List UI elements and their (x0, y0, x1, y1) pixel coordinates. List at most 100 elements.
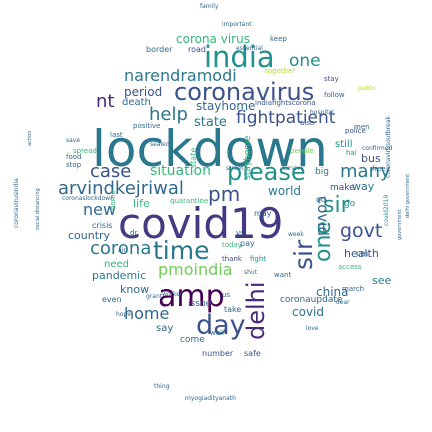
word-love: love (306, 325, 319, 332)
word-may: may (254, 209, 272, 218)
word-dr: dr (130, 229, 138, 237)
word-crisis: crisis (92, 221, 113, 230)
word-still: still (335, 139, 353, 150)
word-corona: corona (90, 238, 152, 259)
word-well: well (210, 329, 224, 337)
word-state: state (194, 115, 227, 130)
word-fight: fight (250, 255, 267, 263)
word-need: need (104, 259, 129, 270)
word-covid19: covid19 (118, 199, 284, 248)
word-stayhome-vertical: stayhome (243, 135, 253, 180)
word-stop: stop (66, 161, 82, 169)
word-coronaviruslockdown: coronavirusindia (13, 178, 20, 228)
word-lockdown: lockdown (92, 120, 328, 178)
word-amp: amp (158, 279, 225, 314)
word-covid2019: covid2019 (383, 194, 390, 226)
word-social-distancing: social distancing (35, 188, 41, 230)
word-government: government (397, 209, 403, 240)
word-china: china (316, 285, 349, 299)
word-food: food (66, 153, 82, 161)
word-coronaslockdown: coronaslockdown (62, 195, 114, 202)
word-safe: safe (244, 349, 261, 358)
word-men: men (354, 123, 370, 131)
word-delhi: delhi (242, 281, 270, 340)
word-sir: sir (323, 193, 350, 218)
word-worker: worker (162, 291, 183, 298)
word-thing: thing (154, 383, 170, 390)
word-govt: govt (340, 220, 383, 242)
word-situation: situation (150, 163, 211, 179)
word-come: come (180, 335, 205, 345)
word-state-vertical: state (189, 147, 198, 168)
word-also: also (300, 119, 315, 127)
word-please: please (227, 158, 306, 186)
word-world: world (268, 184, 302, 198)
word-pandemic: pandemic (92, 269, 147, 282)
word-street: street (226, 165, 244, 172)
word-public: public (358, 85, 377, 92)
word-police: police (345, 127, 366, 135)
word-arvindkejriwal: arvindkejriwal (58, 178, 184, 199)
word-hospital: hospital (310, 109, 334, 116)
word-shut: shut (244, 269, 258, 276)
word-pay: pay (240, 239, 255, 248)
word-od: od (316, 195, 326, 204)
word-country: country (68, 229, 111, 242)
word-day: day (196, 310, 246, 341)
word-us: us (222, 291, 231, 299)
word-big: big (315, 167, 329, 177)
word-want: want (274, 271, 292, 279)
word-way: way (352, 180, 375, 193)
word-confirmed: confirmed (362, 145, 393, 152)
word-sealed: sealed (150, 141, 170, 148)
word-one: one (289, 51, 321, 71)
word-save: save (66, 137, 81, 144)
word-say: say (156, 323, 174, 334)
word-number: number (202, 349, 234, 358)
word-grant: grant (146, 293, 163, 300)
word-border: border (146, 45, 173, 54)
word-coronavirusoutbreak: coronavirusoutbreak (385, 116, 392, 178)
word-indiafightscorona: indiafightscorona (255, 99, 316, 107)
word-survive: survive (282, 165, 304, 172)
word-period: period (124, 85, 163, 99)
word-pm: pm (208, 182, 241, 206)
word-case: case (90, 161, 132, 182)
word-even: even (102, 295, 122, 304)
word-positive: positive (133, 122, 161, 130)
word-help: help (149, 104, 188, 125)
word-thank: thank (222, 255, 242, 263)
word-together: together (265, 67, 296, 75)
word-spread: spread (73, 147, 97, 155)
word-people: people (290, 147, 314, 155)
word-coronavirus: coronavirus (174, 78, 315, 106)
word-nt: nt (96, 91, 115, 112)
word-dear: dear (336, 299, 350, 306)
word-march: march (342, 285, 365, 293)
word-family: family (200, 3, 219, 10)
word-hope: hope (116, 311, 131, 318)
word-go: go (344, 199, 356, 209)
word-corona-virus: corona virus (176, 32, 250, 46)
word-air: air (118, 247, 126, 254)
word-narendramodi: narendramodi (124, 66, 237, 85)
word-delhi-government: delhi government (405, 173, 411, 218)
word-today: today (222, 241, 242, 249)
word-pmoindia: pmoindia (158, 260, 233, 279)
word-vs: vs (236, 229, 244, 237)
word-access: access (338, 263, 362, 271)
word-cm: cm (356, 249, 369, 258)
word-stayhome: stayhome (196, 99, 256, 113)
word-follow: follow (324, 91, 345, 99)
word-stay: stay (324, 75, 339, 83)
word-new: new (83, 200, 117, 219)
word-week: week (288, 231, 304, 238)
word-important: important (222, 21, 252, 28)
word-home: home (124, 304, 170, 323)
word-fightpatient: fightpatient (236, 108, 336, 128)
word-see: see (372, 274, 392, 287)
word-death: death (122, 97, 151, 108)
word-health: health (344, 247, 379, 260)
word-life: life (133, 197, 150, 210)
